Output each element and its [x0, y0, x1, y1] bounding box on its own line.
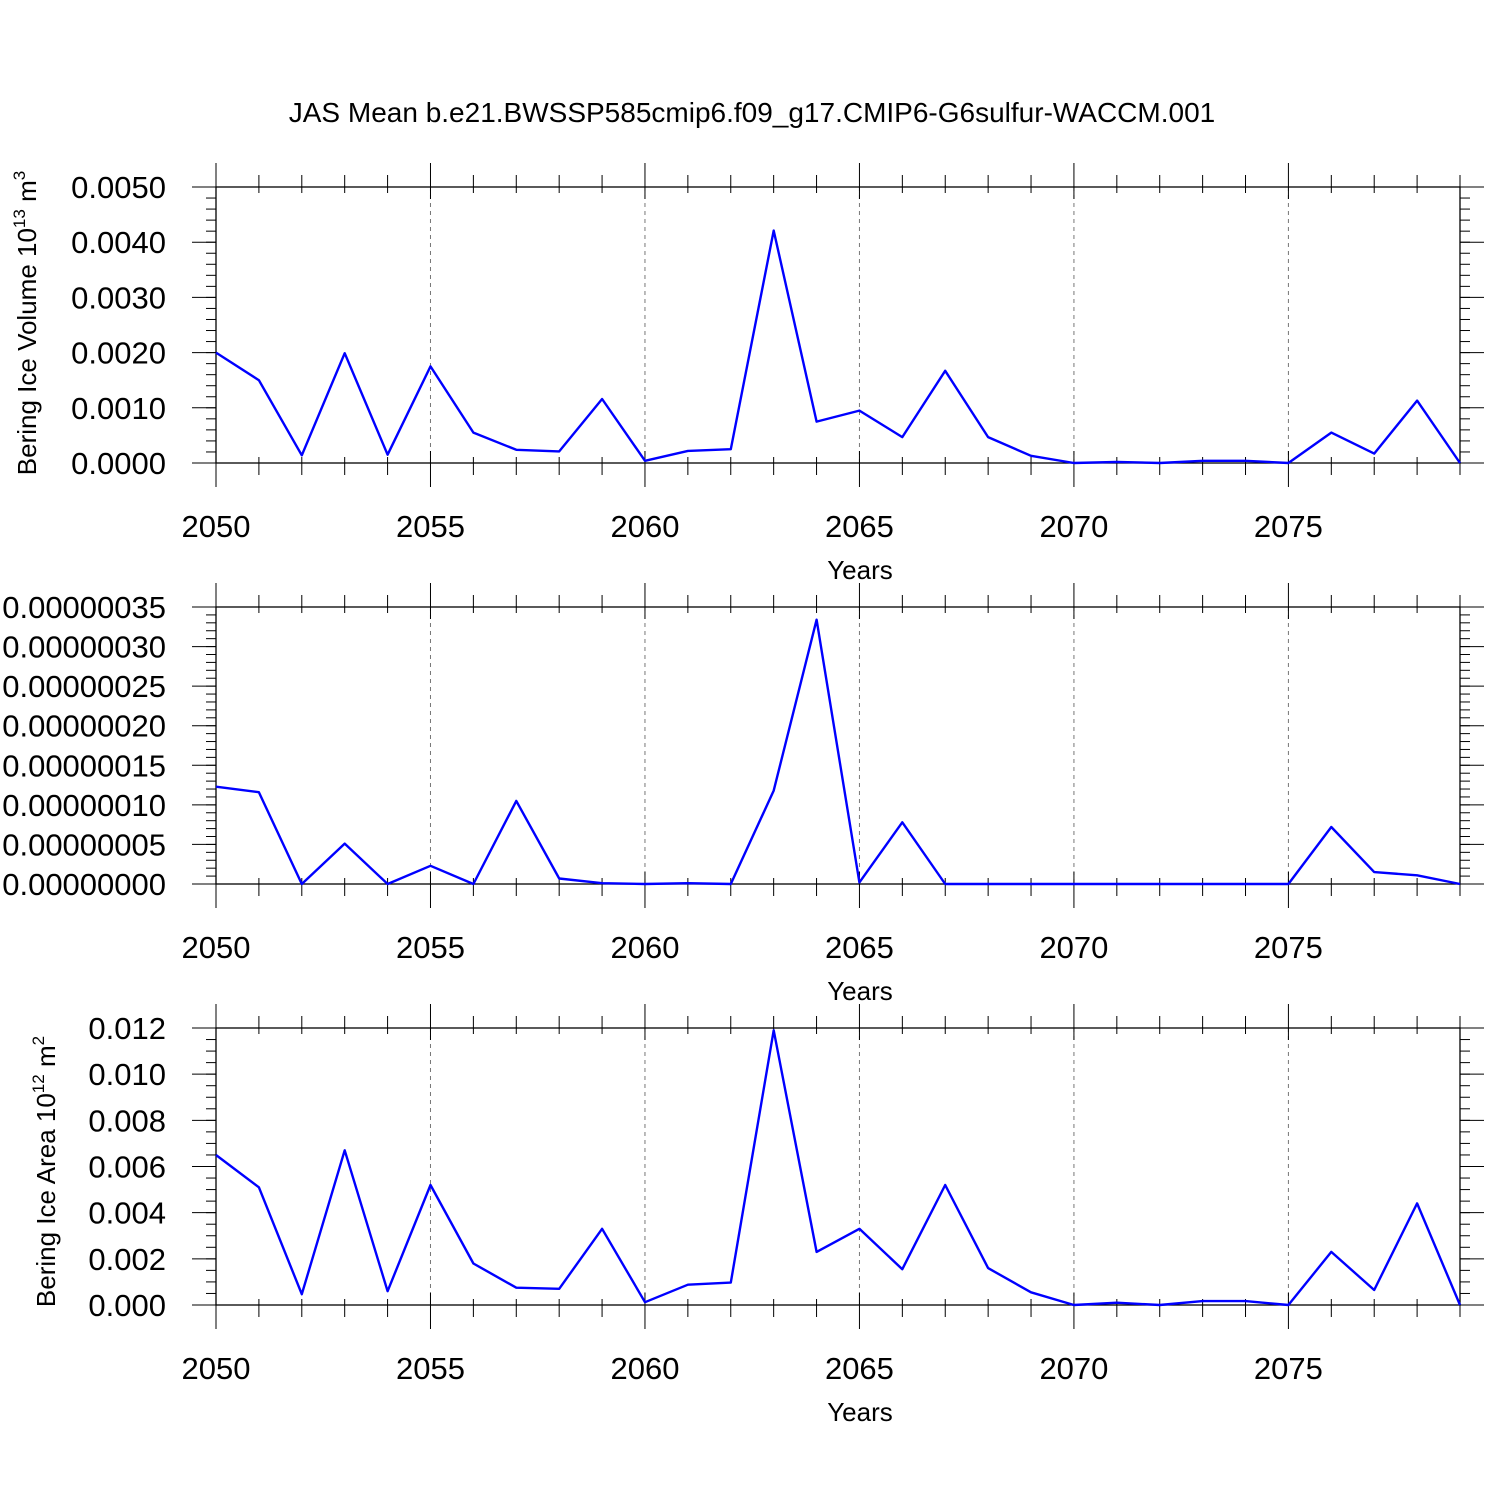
x-tick-label: 2065 [825, 1351, 894, 1386]
y-tick-label: 0.010 [88, 1057, 166, 1092]
y-axis-label: Bering Ice Area 1012 m2 [29, 1036, 61, 1307]
y-tick-label: 0.00000030 [2, 630, 166, 665]
x-tick-label: 2060 [610, 1351, 679, 1386]
y-tick-label: 0.0000 [71, 446, 166, 481]
y-tick-label: 0.002 [88, 1242, 166, 1277]
series-line [216, 620, 1460, 884]
x-tick-label: 2060 [610, 509, 679, 544]
y-tick-label: 0.0050 [71, 170, 166, 205]
y-tick-label: 0.00000005 [2, 827, 166, 862]
y-axis-label-superscript: 3 [10, 171, 29, 180]
x-tick-label: 2055 [396, 1351, 465, 1386]
y-axis-label-text: m [12, 180, 42, 209]
y-tick-label: 0.0010 [71, 391, 166, 426]
x-tick-label: 2050 [182, 509, 251, 544]
x-axis-label: Years [827, 555, 893, 585]
y-tick-label: 0.004 [88, 1196, 166, 1231]
x-tick-label: 2070 [1039, 509, 1108, 544]
x-tick-label: 2075 [1254, 930, 1323, 965]
x-tick-label: 2065 [825, 509, 894, 544]
y-tick-label: 0.000 [88, 1288, 166, 1323]
panel-3: 2050 2055 2060 2065 2070 2075 Years 0.000 0.002 0… [29, 1004, 1484, 1427]
x-tick-label: 2055 [396, 930, 465, 965]
y-tick-label: 0.006 [88, 1150, 166, 1185]
x-tick-label: 2065 [825, 930, 894, 965]
y-tick-label: 0.00000000 [2, 867, 166, 902]
y-tick-label: 0.0020 [71, 336, 166, 371]
y-tick-label: 0.0040 [71, 225, 166, 260]
y-tick-label: 0.00000020 [2, 709, 166, 744]
y-axis-label-text: Bering Ice Area 10 [31, 1093, 61, 1307]
series-line [216, 1030, 1460, 1305]
figure-title: JAS Mean b.e21.BWSSP585cmip6.f09_g17.CMI… [289, 97, 1215, 128]
x-axis-label: Years [827, 1397, 893, 1427]
x-tick-label: 2050 [182, 930, 251, 965]
y-tick-label: 0.00000015 [2, 748, 166, 783]
series-line [216, 231, 1460, 463]
y-axis-label-superscript: 13 [10, 209, 29, 228]
y-axis-label-superscript: 12 [29, 1074, 48, 1093]
x-tick-label: 2075 [1254, 1351, 1323, 1386]
y-axis-label-text: m [31, 1045, 61, 1074]
plot-frame [216, 1028, 1460, 1305]
x-tick-label: 2050 [182, 1351, 251, 1386]
x-tick-label: 2055 [396, 509, 465, 544]
y-tick-label: 0.0030 [71, 280, 166, 315]
x-tick-label: 2070 [1039, 930, 1108, 965]
y-axis-label-superscript: 2 [29, 1036, 48, 1045]
x-tick-label: 2060 [610, 930, 679, 965]
y-tick-label: 0.00000035 [2, 590, 166, 625]
x-tick-label: 2075 [1254, 509, 1323, 544]
panel-1: 2050 2055 2060 2065 2070 2075 Years 0.0000 0.001… [10, 163, 1484, 585]
y-axis-label: Bering Ice Volume 1013 m3 [10, 171, 42, 475]
y-tick-label: 0.00000025 [2, 669, 166, 704]
y-axis-label-text: Bering Ice Volume 10 [12, 228, 42, 475]
x-axis-label: Years [827, 976, 893, 1006]
x-tick-label: 2070 [1039, 1351, 1108, 1386]
y-tick-label: 0.00000010 [2, 788, 166, 823]
y-tick-label: 0.008 [88, 1103, 166, 1138]
y-tick-label: 0.012 [88, 1011, 166, 1046]
panel-2: 2050 2055 2060 2065 2070 2075 Years 0.00000000 0… [2, 583, 1484, 1006]
